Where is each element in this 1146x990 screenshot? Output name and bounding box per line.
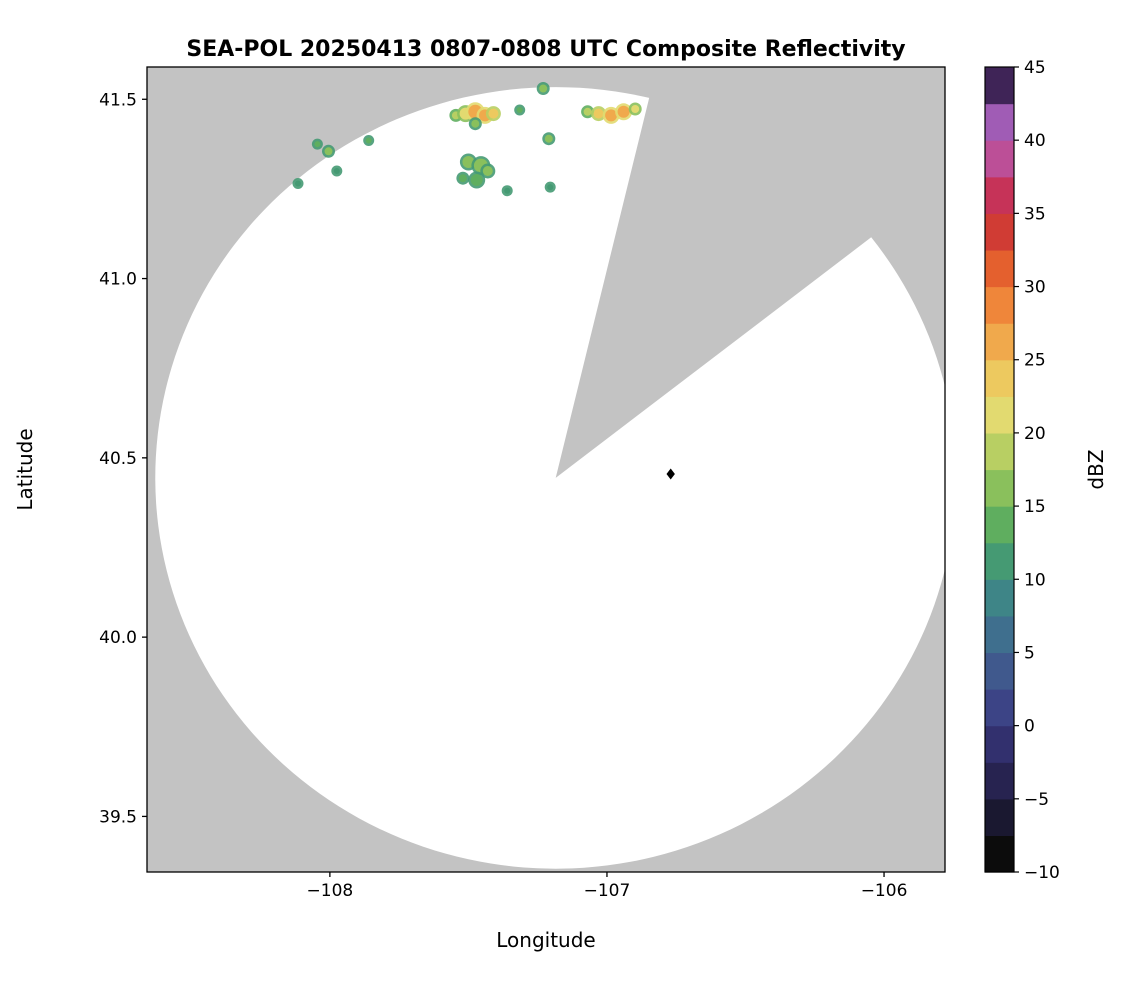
colorbar-swatch: [985, 103, 1014, 141]
echo-point: [470, 174, 483, 186]
echo-point: [324, 147, 333, 156]
colorbar-swatch: [985, 249, 1014, 288]
colorbar-tick-label: 20: [1024, 424, 1046, 444]
plot-render-root: −108 −107 −106 39.5 40.0 40.5 41.0 41.5 −10 −5 0 5 1…: [99, 58, 1060, 901]
colorbar-swatch: [985, 652, 1014, 690]
colorbar-frame: [984, 66, 1015, 873]
y-tick-label: 41.5: [99, 90, 137, 110]
radar-coverage-area: [155, 87, 945, 869]
x-axis-label: Longitude: [496, 928, 595, 952]
echo-point: [333, 168, 340, 174]
colorbar-swatch: [985, 176, 1014, 214]
x-tick-label: −108: [307, 881, 354, 901]
colorbar-swatch: [985, 396, 1014, 434]
colorbar-swatch: [985, 213, 1014, 251]
colorbar-swatch: [985, 725, 1014, 763]
echo-point: [482, 166, 493, 176]
x-tick-label: −106: [861, 881, 908, 901]
colorbar-tick-label: −5: [1024, 790, 1049, 810]
colorbar-swatch: [985, 762, 1014, 800]
colorbar-swatch: [985, 469, 1014, 507]
colorbar-swatch: [985, 615, 1014, 654]
colorbar-tick-label: 25: [1024, 351, 1046, 371]
colorbar-swatch: [985, 323, 1014, 361]
echo-point: [593, 108, 604, 119]
colorbar-swatch: [985, 286, 1014, 324]
echo-point: [458, 174, 467, 183]
site-marker: [666, 468, 675, 480]
colorbar-swatch: [985, 798, 1014, 837]
colorbar-tick-label: 0: [1024, 717, 1035, 737]
colorbar-tick-label: 15: [1024, 497, 1046, 517]
y-axis-label: Latitude: [13, 428, 37, 510]
colorbar-tick-label: 35: [1024, 204, 1046, 224]
colorbar-tick-label: 10: [1024, 570, 1046, 590]
y-tick-label: 40.0: [99, 628, 137, 648]
colorbar-swatch: [985, 140, 1014, 178]
echo-point: [314, 141, 321, 148]
echo-point: [471, 119, 480, 128]
x-tick-label: −107: [584, 881, 631, 901]
echo-point: [295, 180, 301, 187]
colorbar-swatch: [985, 67, 1014, 105]
echo-point: [617, 105, 630, 118]
colorbar-swatch: [985, 506, 1014, 544]
colorbar-tick-label: −10: [1024, 863, 1060, 883]
colorbar-swatch: [985, 579, 1014, 617]
echo-point: [547, 184, 554, 191]
colorbar-swatch: [985, 835, 1014, 873]
colorbar-label: dBZ: [1084, 449, 1108, 489]
colorbar-tick-label: 40: [1024, 131, 1046, 151]
y-tick-label: 41.0: [99, 270, 137, 290]
colorbar-swatch: [985, 542, 1014, 580]
colorbar-swatch: [985, 432, 1014, 471]
echo-point: [539, 84, 548, 93]
chart-title: SEA-POL 20250413 0807-0808 UTC Composite…: [186, 37, 905, 62]
echo-point: [544, 134, 553, 143]
echo-point: [583, 107, 592, 116]
y-tick-label: 40.5: [99, 449, 137, 469]
colorbar-tick-label: 30: [1024, 278, 1046, 298]
echo-point: [504, 187, 511, 194]
echo-point: [462, 156, 475, 168]
colorbar-tick-label: 5: [1024, 643, 1035, 663]
echo-point: [365, 137, 372, 144]
colorbar-swatch: [985, 689, 1014, 727]
y-tick-label: 39.5: [99, 807, 137, 827]
plot-area: [147, 67, 945, 872]
echo-point: [631, 105, 640, 113]
echo-point: [488, 108, 499, 119]
colorbar-tick-label: 45: [1024, 58, 1046, 78]
colorbar-swatch: [985, 359, 1014, 397]
echo-point: [516, 107, 523, 113]
plot-frame: [146, 66, 946, 873]
echo-point: [605, 109, 618, 122]
